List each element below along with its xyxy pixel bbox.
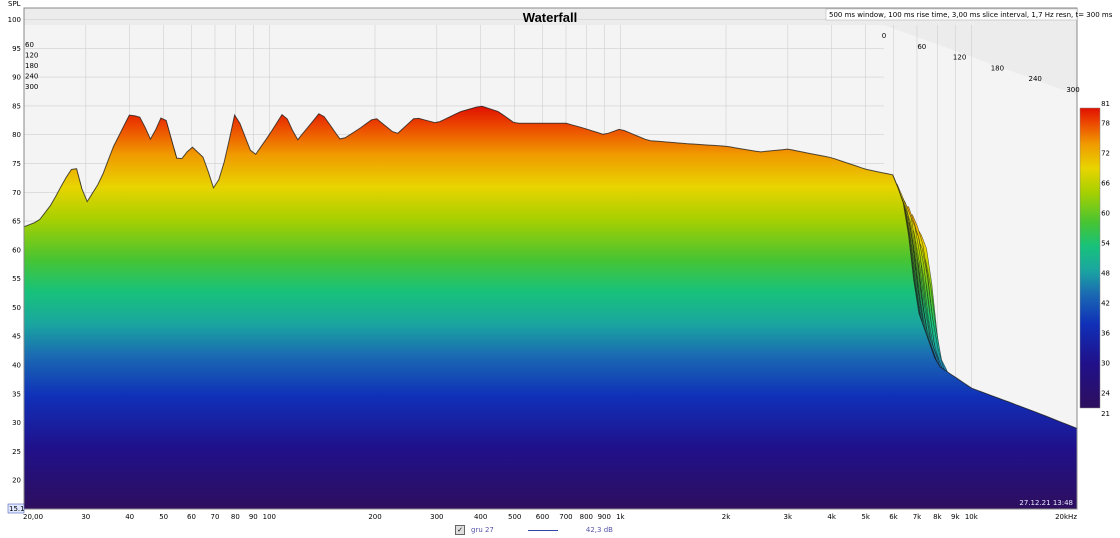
colorbar-tick-label: 42 [1101,300,1110,308]
corner-label-box [7,503,25,514]
colorbar-tick-label: 81 [1101,100,1110,108]
x-tick-label: 6k [889,513,898,521]
x-tick-label: 50 [159,513,168,521]
x-tick-label: 30 [81,513,90,521]
x-tick-label: 100 [263,513,276,521]
x-ticks: 20,00 30 40 50 60 70 80 90 100 200 300 400 500 600 700… [23,513,1077,521]
y-tick-label: 60 [12,246,21,254]
series-line-swatch [527,529,558,531]
time-tick-left: 300 [25,83,38,91]
x-tick-label: 2k [722,513,731,521]
y-tick-label: 85 [12,102,21,110]
x-tick-label: 200 [368,513,381,521]
info-text: 500 ms window, 100 ms rise time, 3,00 ms… [829,11,1113,19]
x-tick-label: 400 [474,513,487,521]
waterfall-slice [24,105,1077,509]
x-tick-label: 600 [536,513,549,521]
colorbar-tick-label: 30 [1101,360,1110,368]
colorbar [1079,107,1101,409]
y-tick-label: 80 [12,131,21,139]
colorbar-tick-label: 54 [1101,240,1110,248]
time-tick-left: 240 [25,73,38,81]
colorbar-tick-label: 60 [1101,210,1110,218]
colorbar-tick-label: 78 [1101,120,1110,128]
x-tick-label: 9k [951,513,960,521]
x-tick-label: 800 [580,513,593,521]
x-tick-label: 60 [187,513,196,521]
x-tick-label: 700 [559,513,572,521]
y-tick-label: 20 [12,477,21,485]
time-tick-right: 120 [953,54,966,62]
x-tick-label: 70 [211,513,220,521]
legend: ✓ gru 27 42,3 dB [455,525,613,535]
time-tick-right: 60 [917,43,926,51]
x-tick-label: 5k [861,513,870,521]
time-tick-left: 120 [25,52,38,60]
series-checkbox[interactable]: ✓ [455,525,465,535]
series-name: gru 27 [471,526,494,534]
x-tick-label: 80 [231,513,240,521]
x-tick-label: 10k [965,513,979,521]
colorbar-tick-label: 48 [1101,270,1110,278]
time-tick-right: 240 [1029,75,1042,83]
y-tick-label: 70 [12,189,21,197]
colorbar-tick-label: 24 [1101,390,1110,398]
y-tick-label: 95 [12,45,21,53]
y-ticks: 1520253035404550556065707580859095100 [8,16,21,513]
timestamp: 27.12.21 13:48 [1019,499,1073,507]
x-tick-label: 20,00 [23,513,43,521]
colorbar-tick-label: 66 [1101,180,1110,188]
x-tick-label: 90 [249,513,258,521]
plot-frame [23,7,1078,510]
y-axis-label: SPL [8,0,21,8]
y-tick-label: 50 [12,304,21,312]
x-tick-label: 500 [508,513,521,521]
y-tick-label: 35 [12,390,21,398]
waterfall-surface [24,105,1077,509]
x-tick-label: 300 [430,513,443,521]
y-tick-label: 75 [12,160,21,168]
x-tick-label: 20kHz [1055,513,1077,521]
chart-title: Waterfall [523,10,577,25]
y-tick-label: 90 [12,74,21,82]
time-tick-left: 180 [25,62,38,70]
colorbar-ticks: 81 78 72 66 60 54 48 42 36 30 24 21 [1101,100,1110,418]
x-tick-label: 1k [616,513,625,521]
colorbar-tick-label: 72 [1101,150,1110,158]
x-tick-label: 8k [933,513,942,521]
x-tick-label: 4k [827,513,836,521]
time-tick-left: 60 [25,41,34,49]
time-ticks: 60 120 180 240 300 0 60 120 180 240 300 [25,32,1080,94]
y-tick-label: 100 [8,16,21,24]
time-tick-right: 0 [882,32,886,40]
x-tick-label: 40 [125,513,134,521]
y-tick-label: 30 [12,419,21,427]
x-tick-label: 7k [913,513,922,521]
y-tick-label: 45 [12,333,21,341]
series-value: 42,3 dB [585,526,613,534]
time-tick-right: 300 [1066,86,1079,94]
time-tick-right: 180 [991,64,1004,72]
y-tick-label: 65 [12,218,21,226]
x-tick-label: 3k [784,513,793,521]
y-tick-label: 25 [12,448,21,456]
y-tick-label: 55 [12,275,21,283]
colorbar-tick-label: 21 [1101,410,1110,418]
x-tick-label: 900 [598,513,611,521]
y-tick-label: 40 [12,362,21,370]
corner-label: 15.1 [9,505,25,513]
info-box [825,8,1078,21]
colorbar-tick-label: 36 [1101,330,1110,338]
